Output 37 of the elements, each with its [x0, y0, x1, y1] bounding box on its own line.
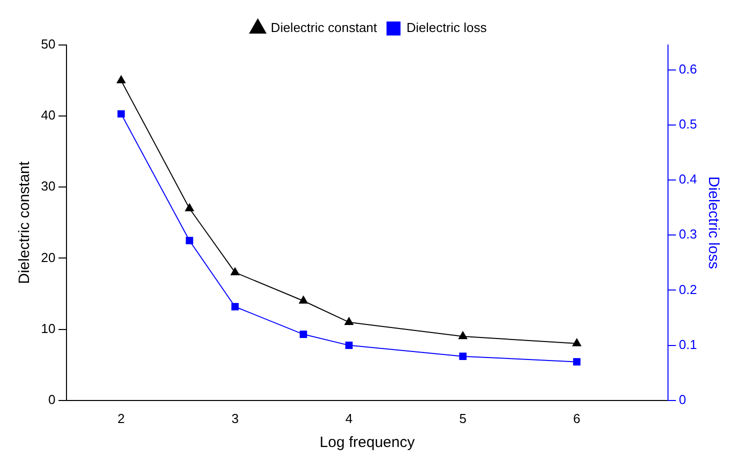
x-tick-label: 5 — [459, 410, 466, 426]
legend-label: Dielectric loss — [406, 20, 488, 36]
point — [572, 338, 582, 346]
x-tick-label: 6 — [573, 410, 580, 426]
point — [459, 352, 467, 360]
y-tick-label: 40 — [40, 108, 56, 123]
x-tick-label: 2 — [118, 410, 125, 426]
x-tick-label: 4 — [345, 410, 353, 426]
point — [300, 330, 308, 338]
point — [117, 110, 125, 118]
y-tick-label: 30 — [40, 178, 56, 194]
y2-axis-title: Dielectric loss — [704, 176, 722, 269]
point — [231, 303, 239, 310]
point — [458, 331, 468, 340]
y-tick-label: 0 — [48, 392, 56, 407]
point — [230, 267, 240, 276]
legend-label: Dielectric constant — [270, 20, 378, 36]
y2-tick-label: 0.2 — [678, 282, 698, 297]
point — [344, 317, 354, 325]
point — [299, 296, 308, 304]
y-axis-title: Dielectric constant — [16, 160, 34, 284]
x-axis-title: Log frequency — [320, 434, 416, 452]
y-tick-label: 20 — [40, 250, 56, 265]
point — [573, 358, 580, 366]
y2-tick-label: 0.1 — [678, 336, 698, 352]
y-tick-label: 10 — [40, 320, 56, 336]
y-tick-label: 50 — [40, 36, 56, 52]
point — [116, 76, 126, 84]
point — [345, 342, 353, 349]
y2-tick-label: 0.6 — [678, 61, 698, 76]
x-tick-label: 3 — [231, 410, 239, 426]
y2-tick-label: 0.3 — [678, 226, 698, 242]
y2-tick-label: 0 — [678, 392, 686, 407]
point — [186, 236, 194, 244]
point — [185, 203, 194, 212]
y2-tick-label: 0.4 — [678, 172, 698, 187]
y2-tick-label: 0.5 — [678, 116, 698, 132]
